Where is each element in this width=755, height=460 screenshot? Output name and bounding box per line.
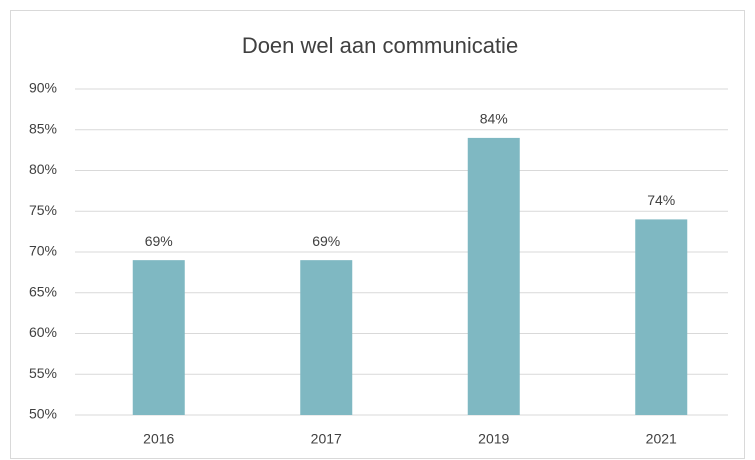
y-tick-label: 70% — [29, 243, 57, 259]
y-tick-label: 55% — [29, 365, 57, 381]
y-tick-label: 80% — [29, 161, 57, 177]
chart-title: Doen wel aan communicatie — [242, 33, 518, 58]
data-label: 74% — [647, 192, 675, 208]
y-tick-label: 85% — [29, 120, 57, 136]
y-tick-label: 60% — [29, 324, 57, 340]
y-tick-label: 50% — [29, 406, 57, 422]
data-label: 84% — [480, 111, 508, 127]
y-tick-label: 90% — [29, 80, 57, 96]
data-label: 69% — [312, 233, 340, 249]
x-tick-label: 2016 — [143, 431, 174, 447]
y-tick-label: 75% — [29, 202, 57, 218]
data-label: 69% — [145, 233, 173, 249]
bar — [132, 260, 185, 415]
y-tick-label: 65% — [29, 283, 57, 299]
bar — [467, 137, 520, 415]
x-tick-label: 2021 — [646, 431, 677, 447]
bar — [300, 260, 353, 415]
x-tick-label: 2017 — [311, 431, 342, 447]
chart-border — [10, 10, 745, 459]
x-tick-label: 2019 — [478, 431, 509, 447]
bar — [635, 219, 688, 415]
